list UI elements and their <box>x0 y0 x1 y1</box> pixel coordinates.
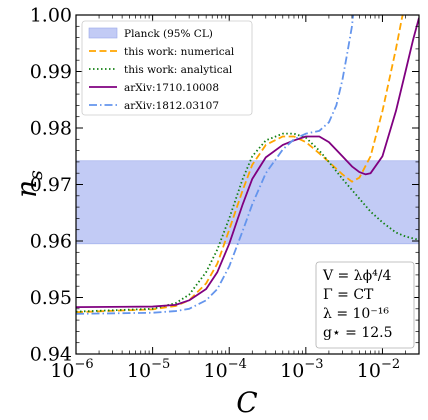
y-tick-label: 0.94 <box>30 344 72 366</box>
parameter-line: Γ = CT <box>323 287 374 303</box>
y-tick-label: 0.95 <box>30 287 72 309</box>
legend-swatch-band <box>88 27 118 39</box>
planck-band <box>76 160 419 245</box>
legend: Planck (95% CL) this work: numerical this … <box>81 20 253 116</box>
x-tick-label: 10−6 <box>50 357 93 382</box>
legend-label: arXiv:1710.10008 <box>124 82 219 94</box>
legend-label: arXiv:1812.03107 <box>124 100 219 112</box>
x-tick-label: 10−3 <box>280 357 323 382</box>
y-tick-label: 0.99 <box>30 61 72 83</box>
legend-box <box>81 20 253 116</box>
x-tick-label: 10−4 <box>204 357 247 382</box>
parameter-line: V = λϕ⁴/4 <box>322 268 391 284</box>
legend-label: this work: analytical <box>124 64 233 76</box>
y-tick-label: 0.97 <box>30 174 72 196</box>
y-tick-label: 0.98 <box>30 118 72 140</box>
parameter-box-frame <box>315 261 415 349</box>
x-tick-label: 10−2 <box>357 357 400 382</box>
parameter-line: g⋆ = 12.5 <box>323 325 393 341</box>
series-line-3 <box>76 17 419 308</box>
y-axis-title: ns <box>10 170 47 198</box>
y-tick-label: 0.96 <box>30 231 72 253</box>
legend-label: Planck (95% CL) <box>124 28 213 40</box>
series-line-1 <box>76 15 404 314</box>
x-tick-label: 10−5 <box>127 357 170 382</box>
parameter-line: λ = 10⁻¹⁶ <box>323 306 389 322</box>
x-axis-title: C <box>236 386 257 419</box>
parameter-box: V = λϕ⁴/4 Γ = CT λ = 10⁻¹⁶ g⋆ = 12.5 <box>315 261 415 349</box>
y-tick-label: 1.00 <box>30 5 72 27</box>
legend-label: this work: numerical <box>124 46 235 58</box>
